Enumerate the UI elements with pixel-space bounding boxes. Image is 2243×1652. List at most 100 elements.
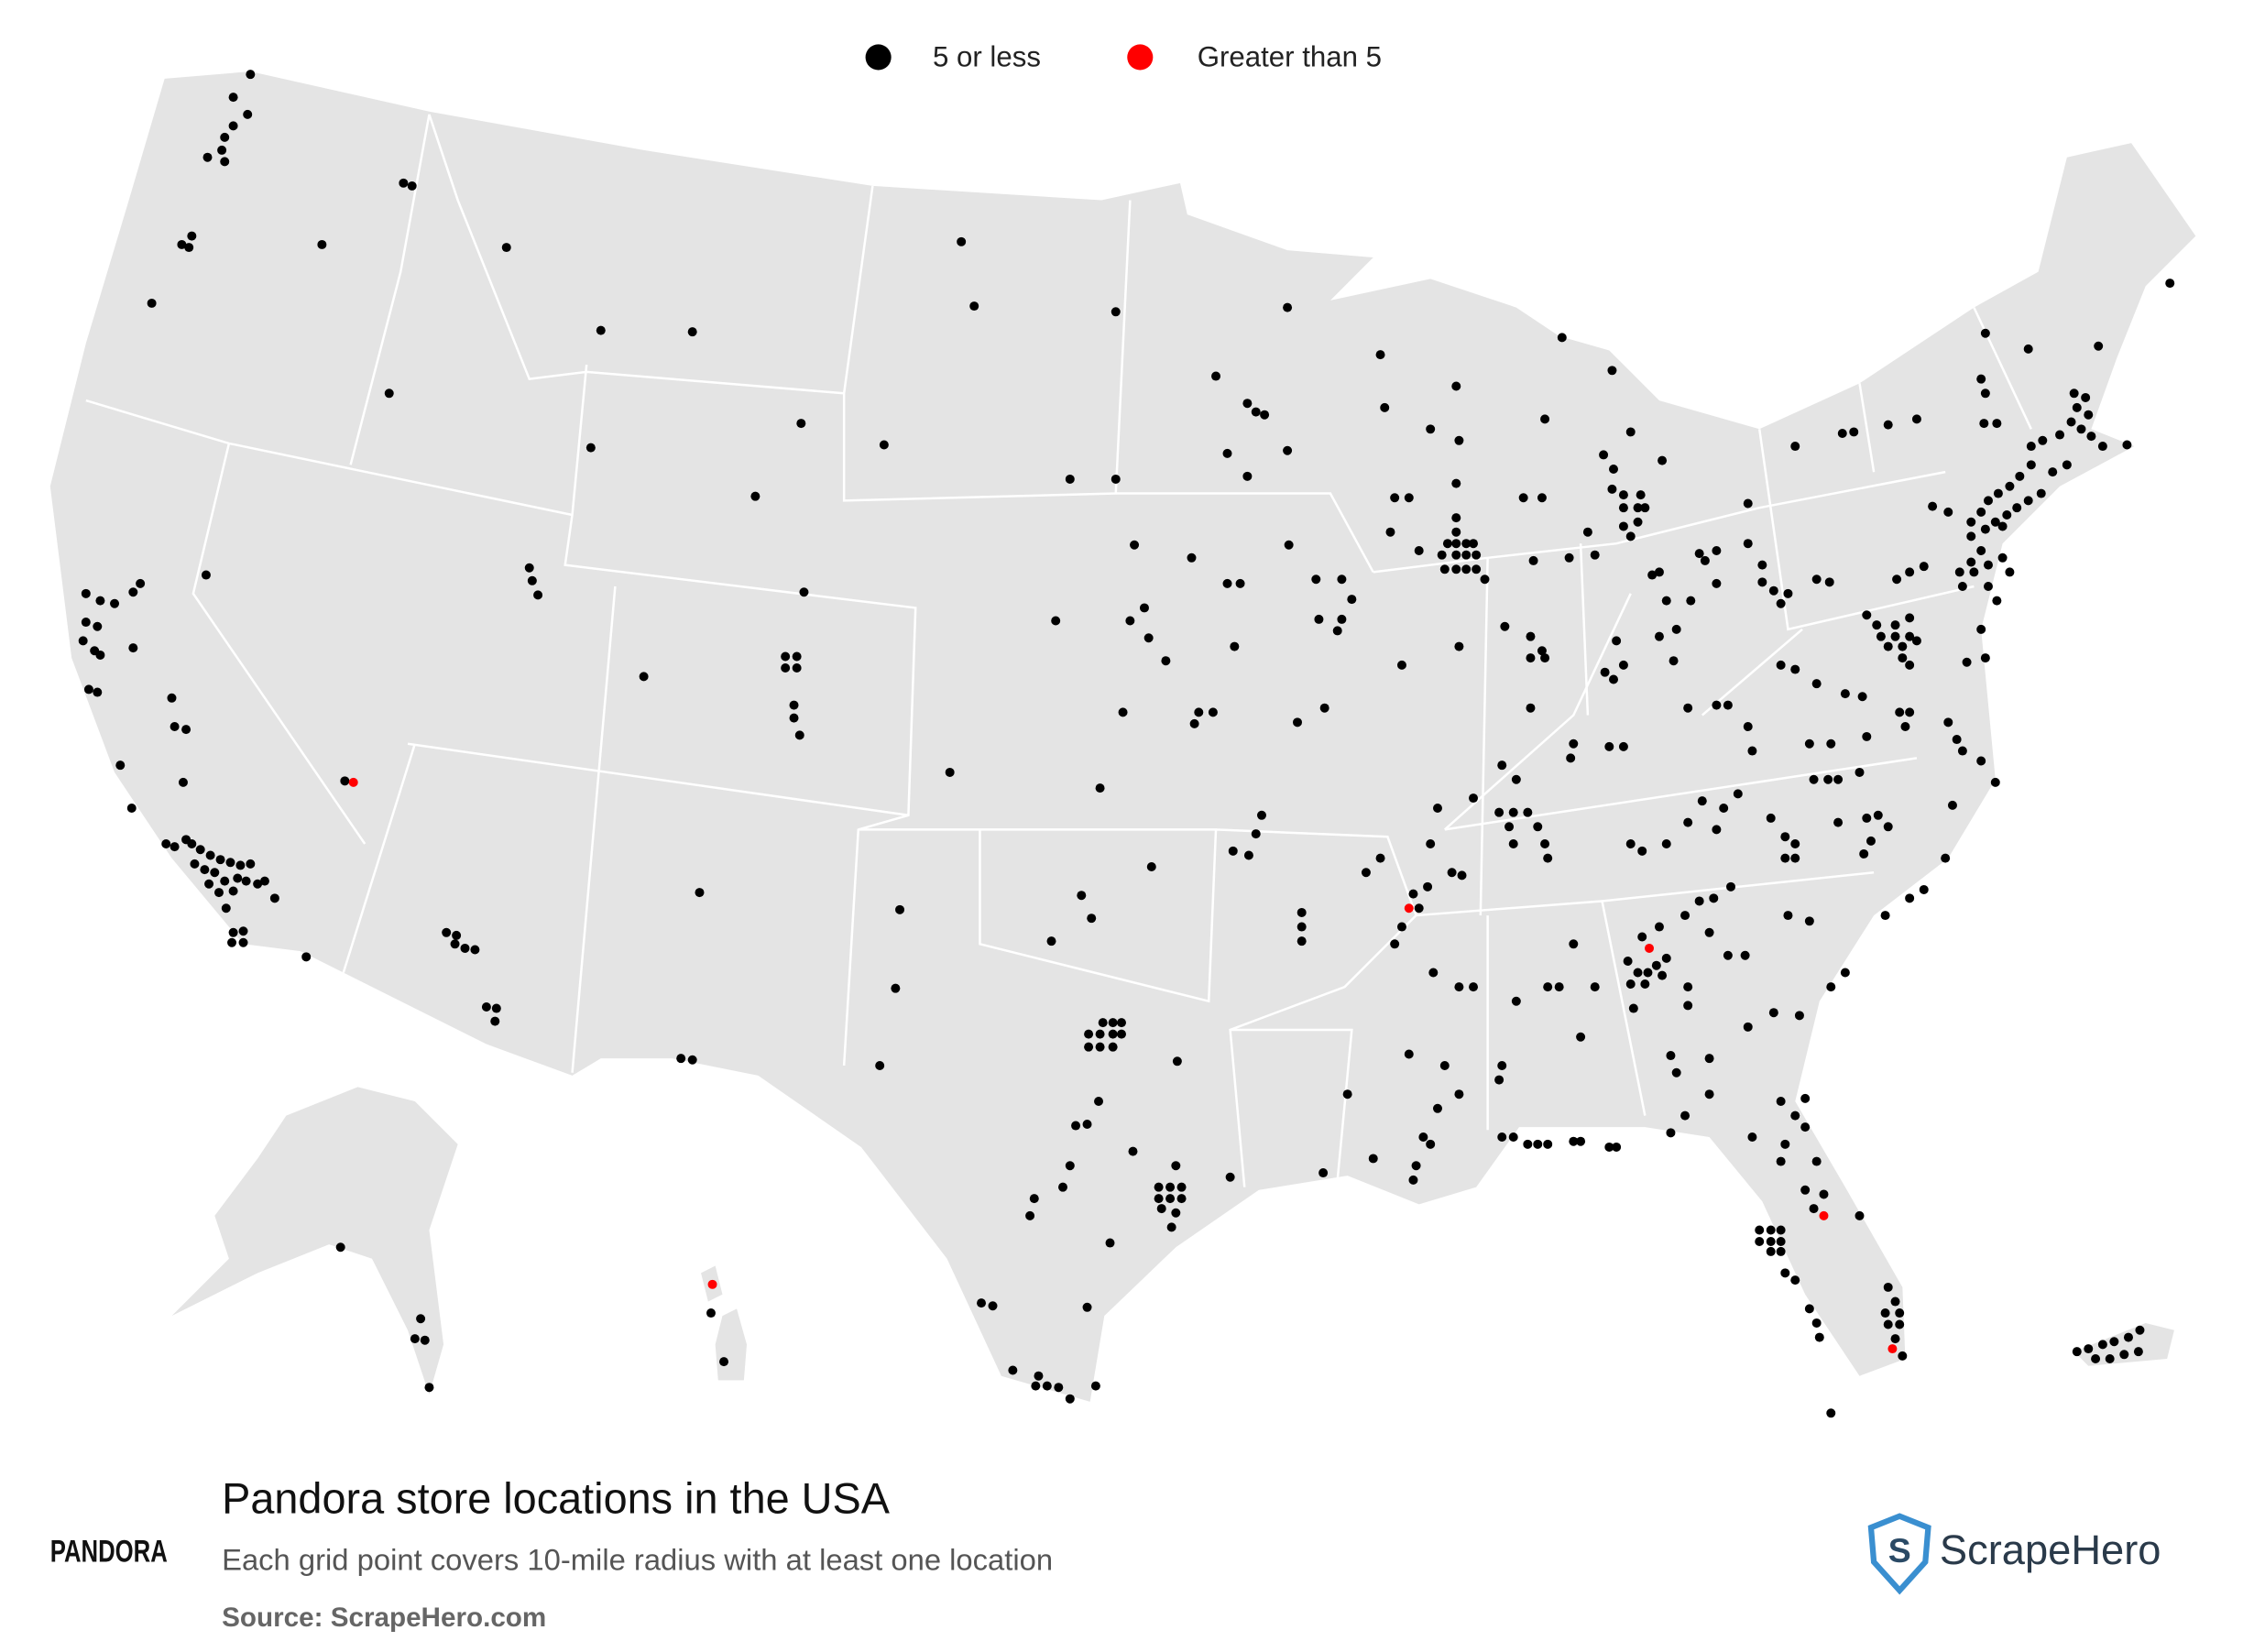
- store-point: [490, 1016, 500, 1026]
- store-point: [1823, 774, 1833, 784]
- store-point: [533, 590, 543, 600]
- store-point: [452, 930, 462, 940]
- store-point: [1980, 328, 1990, 338]
- store-point: [1666, 1128, 1676, 1138]
- store-point: [1461, 564, 1472, 574]
- store-point: [1451, 478, 1461, 488]
- store-point: [1537, 646, 1547, 656]
- store-point: [1898, 653, 1908, 663]
- store-point: [1065, 474, 1075, 484]
- store-point: [246, 70, 256, 80]
- store-point: [187, 839, 197, 849]
- store-point: [78, 636, 88, 646]
- store-point: [1139, 603, 1149, 613]
- store-point-dense: [348, 777, 358, 787]
- store-point: [181, 725, 191, 735]
- store-point: [1094, 1097, 1104, 1106]
- store-point: [1090, 1381, 1100, 1391]
- store-point: [384, 388, 394, 399]
- store-point: [1883, 641, 1893, 651]
- store-point: [2005, 481, 2015, 491]
- store-point: [1900, 722, 1910, 732]
- store-point-dense: [1819, 1210, 1829, 1220]
- store-point: [1849, 427, 1859, 437]
- store-point: [524, 563, 534, 573]
- store-point: [420, 1335, 430, 1345]
- store-point: [1095, 1042, 1105, 1052]
- store-point: [481, 1001, 491, 1012]
- store-point: [1156, 1204, 1166, 1214]
- store-point: [1976, 546, 1986, 555]
- store-point: [1776, 1156, 1786, 1166]
- store-point: [1661, 953, 1671, 963]
- store-point: [1890, 1334, 1900, 1344]
- legend: 5 or less Greater than 5: [865, 40, 1382, 72]
- store-point: [1654, 631, 1664, 641]
- store-point: [1890, 1296, 1900, 1307]
- store-point: [1117, 1018, 1126, 1028]
- store-point: [1997, 552, 2008, 563]
- store-point: [1855, 1210, 1865, 1220]
- store-point: [1811, 1156, 1822, 1166]
- store-point: [639, 672, 649, 682]
- store-point: [1125, 616, 1135, 626]
- store-point: [796, 419, 806, 429]
- store-point: [2091, 1353, 2101, 1363]
- store-point: [399, 178, 409, 188]
- store-point: [1976, 756, 1986, 766]
- store-point: [1658, 455, 1668, 465]
- store-point: [2055, 430, 2065, 440]
- store-point: [1537, 493, 1547, 503]
- store-point: [1095, 1029, 1105, 1039]
- store-point: [1633, 968, 1643, 978]
- store-point: [1426, 1139, 1436, 1149]
- store-point: [1497, 1132, 1507, 1143]
- store-point: [1361, 868, 1371, 878]
- store-point: [1451, 527, 1461, 537]
- store-point: [1840, 968, 1850, 978]
- store-point: [1794, 1011, 1804, 1021]
- store-point: [1461, 550, 1472, 560]
- store-point: [792, 651, 802, 662]
- store-point: [1952, 735, 1962, 745]
- store-point: [750, 491, 760, 501]
- store-point: [2165, 279, 2175, 289]
- store-point: [1993, 488, 2003, 498]
- store-point: [317, 239, 327, 249]
- store-point: [259, 876, 269, 886]
- store-point: [1919, 562, 1929, 572]
- store-point: [227, 937, 237, 947]
- store-point: [1497, 760, 1507, 771]
- store-point: [1747, 1132, 1757, 1143]
- store-point: [1859, 848, 1869, 859]
- store-point: [1604, 1142, 1614, 1152]
- store-point: [1283, 302, 1293, 312]
- store-point: [2023, 496, 2033, 506]
- publisher-logo: S ScrapeHero: [1867, 1513, 2161, 1595]
- store-point: [1230, 641, 1240, 651]
- store-point: [706, 1308, 716, 1318]
- store-point: [1625, 979, 1636, 989]
- store-point: [1439, 1060, 1450, 1070]
- store-point: [1497, 1060, 1507, 1070]
- store-point: [238, 926, 248, 936]
- store-point: [1576, 1032, 1586, 1042]
- store-point: [1105, 1238, 1115, 1248]
- store-point: [1612, 1142, 1622, 1152]
- store-point-dense: [1887, 1344, 1898, 1354]
- store-point: [1318, 1168, 1329, 1178]
- store-point: [221, 903, 231, 914]
- store-point: [1604, 741, 1614, 751]
- store-point: [1723, 700, 1733, 710]
- store-point: [228, 886, 238, 896]
- store-point: [1533, 1139, 1543, 1149]
- store-point: [2076, 424, 2086, 434]
- store-point: [1837, 428, 1847, 438]
- brand-logo: PANDORA: [50, 1534, 168, 1569]
- store-point: [1222, 578, 1232, 588]
- store-point: [1640, 979, 1650, 989]
- store-point: [1029, 1194, 1039, 1204]
- store-point: [1840, 689, 1850, 699]
- publisher-name: ScrapeHero: [1940, 1526, 2161, 1573]
- store-point: [1811, 574, 1822, 585]
